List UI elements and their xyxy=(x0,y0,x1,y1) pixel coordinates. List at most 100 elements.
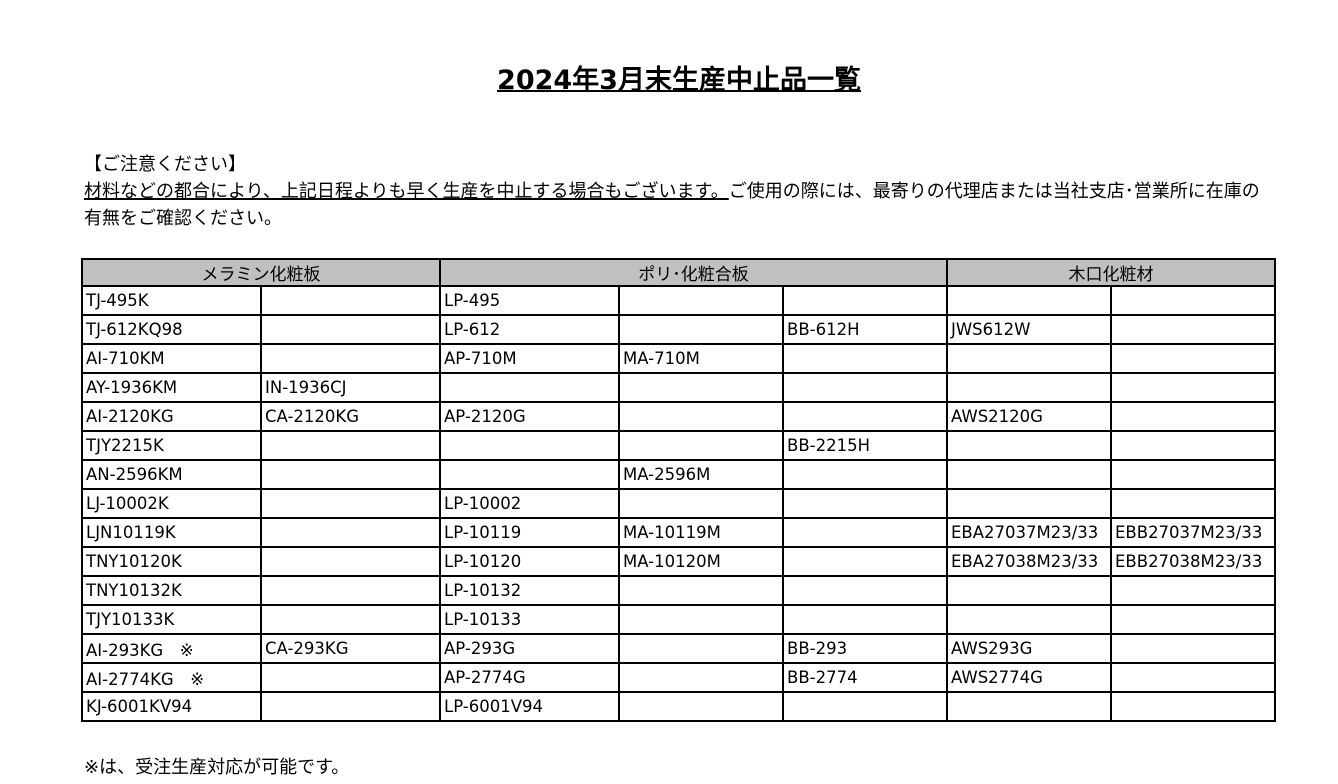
table-cell xyxy=(946,285,1112,316)
table-cell: LJ-10002K xyxy=(81,488,262,519)
table-cell: AWS293G xyxy=(946,633,1112,664)
table-cell xyxy=(946,343,1112,374)
table-cell: CA-2120KG xyxy=(260,401,441,432)
table-row: AN-2596KM MA-2596M xyxy=(81,459,1276,490)
table-cell xyxy=(1110,285,1276,316)
table-cell: TJY2215K xyxy=(81,430,262,461)
table-cell xyxy=(439,430,620,461)
table-cell xyxy=(439,372,620,403)
table-cell xyxy=(618,633,784,664)
table-cell: AI-293KG ※ xyxy=(81,633,262,664)
table-cell: AI-710KM xyxy=(81,343,262,374)
table-cell: EBB27037M23/33 xyxy=(1110,517,1276,548)
table-row: LJN10119K LP-10119 MA-10119M EBA27037M23/33… xyxy=(81,517,1276,548)
table-cell xyxy=(782,343,948,374)
table-cell xyxy=(782,691,948,722)
table-cell xyxy=(1110,575,1276,606)
table-row: AI-2120KG CA-2120KG AP-2120G AWS2120G xyxy=(81,401,1276,432)
table-cell xyxy=(618,285,784,316)
table-cell: EBA27038M23/33 xyxy=(946,546,1112,577)
table-cell xyxy=(782,517,948,548)
table-cell: LP-10119 xyxy=(439,517,620,548)
table-cell xyxy=(260,517,441,548)
discontinued-table: メラミン化粧板 ポリ･化粧合板 木口化粧材 TJ-495K LP-495 TJ-61… xyxy=(81,258,1276,722)
table-cell: CA-293KG xyxy=(260,633,441,664)
table-cell: AWS2120G xyxy=(946,401,1112,432)
table-cell xyxy=(260,285,441,316)
table-cell xyxy=(946,430,1112,461)
table-cell: AY-1936KM xyxy=(81,372,262,403)
table-cell: LP-10132 xyxy=(439,575,620,606)
table-cell xyxy=(618,575,784,606)
table-cell: EBB27038M23/33 xyxy=(1110,546,1276,577)
table-cell xyxy=(1110,488,1276,519)
table-cell: LP-6001V94 xyxy=(439,691,620,722)
table-cell xyxy=(782,546,948,577)
page-title: 2024年3月末生産中止品一覧 xyxy=(497,65,861,96)
table-cell: KJ-6001KV94 xyxy=(81,691,262,722)
table-cell xyxy=(618,314,784,345)
table-cell xyxy=(782,488,948,519)
table-row: TJ-495K LP-495 xyxy=(81,285,1276,316)
notice-heading: 【ご注意ください】 xyxy=(84,154,246,175)
header-edge: 木口化粧材 xyxy=(946,258,1276,287)
table-cell: AP-2120G xyxy=(439,401,620,432)
table-cell xyxy=(946,604,1112,635)
table-row: AI-293KG ※ CA-293KG AP-293G BB-293 AWS293G xyxy=(81,633,1276,664)
table-cell: TNY10120K xyxy=(81,546,262,577)
table-cell xyxy=(1110,372,1276,403)
table-cell xyxy=(1110,604,1276,635)
notice-underlined: 材料などの都合により、上記日程よりも早く生産を中止する場合もございます。 xyxy=(84,181,729,202)
table-cell xyxy=(1110,662,1276,693)
table-cell xyxy=(618,604,784,635)
table-cell xyxy=(260,546,441,577)
table-cell xyxy=(782,459,948,490)
table-cell xyxy=(260,430,441,461)
table-row: LJ-10002K LP-10002 xyxy=(81,488,1276,519)
table-cell: AP-2774G xyxy=(439,662,620,693)
table-row: TNY10120K LP-10120 MA-10120M EBA27038M23/33… xyxy=(81,546,1276,577)
table-cell: MA-2596M xyxy=(618,459,784,490)
table-cell: IN-1936CJ xyxy=(260,372,441,403)
table-cell xyxy=(946,575,1112,606)
table-cell: LP-495 xyxy=(439,285,620,316)
notice: 【ご注意ください】 材料などの都合により、上記日程よりも早く生産を中止する場合も… xyxy=(84,151,1264,232)
table-cell: TNY10132K xyxy=(81,575,262,606)
table-cell: LJN10119K xyxy=(81,517,262,548)
table-cell: AI-2120KG xyxy=(81,401,262,432)
table-cell xyxy=(260,662,441,693)
table-row: AI-710KM AP-710M MA-710M xyxy=(81,343,1276,374)
table-cell xyxy=(782,575,948,606)
table-cell xyxy=(618,401,784,432)
table-cell xyxy=(618,430,784,461)
table-cell: LP-10120 xyxy=(439,546,620,577)
table-cell: EBA27037M23/33 xyxy=(946,517,1112,548)
table-cell xyxy=(260,575,441,606)
notice-text: ご使用の際には、最寄りの代理店または当社支店･営業所に在庫の有無をご確認ください… xyxy=(84,181,1260,229)
table-row: TNY10132K LP-10132 xyxy=(81,575,1276,606)
table-cell xyxy=(439,459,620,490)
table-cell: AP-293G xyxy=(439,633,620,664)
table-cell xyxy=(260,691,441,722)
table-cell xyxy=(946,372,1112,403)
table-cell xyxy=(618,488,784,519)
table-cell: LP-10133 xyxy=(439,604,620,635)
table-cell: LP-612 xyxy=(439,314,620,345)
table-cell xyxy=(260,343,441,374)
table-cell: TJ-612KQ98 xyxy=(81,314,262,345)
table-cell xyxy=(1110,430,1276,461)
table-row: TJY2215K BB-2215H xyxy=(81,430,1276,461)
table-cell xyxy=(782,285,948,316)
table-cell xyxy=(1110,691,1276,722)
footnote: ※は、受注生産対応が可能です。 xyxy=(84,757,350,778)
table-cell xyxy=(946,691,1112,722)
table-cell xyxy=(618,372,784,403)
table-cell xyxy=(946,459,1112,490)
table-cell: AWS2774G xyxy=(946,662,1112,693)
table-cell: MA-10119M xyxy=(618,517,784,548)
table-cell xyxy=(260,314,441,345)
header-poly: ポリ･化粧合板 xyxy=(439,258,948,287)
table-cell xyxy=(260,604,441,635)
table-row: TJY10133K LP-10133 xyxy=(81,604,1276,635)
table-row: AI-2774KG ※ AP-2774G BB-2774 AWS2774G xyxy=(81,662,1276,693)
